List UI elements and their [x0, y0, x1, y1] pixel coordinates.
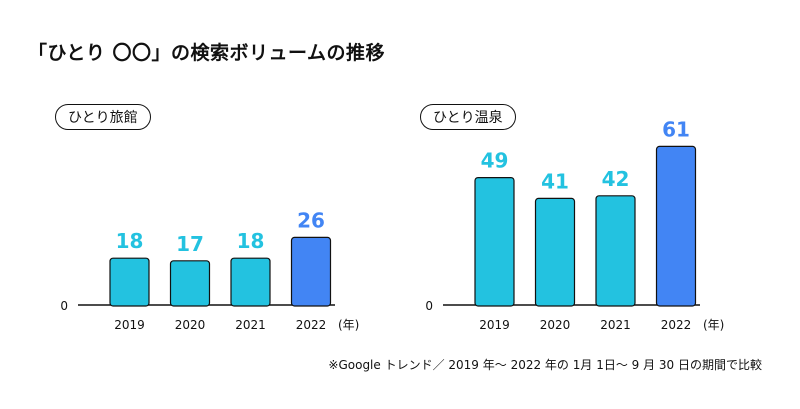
data-label-2020: 17: [176, 232, 204, 256]
footnote: ※Google トレンド／ 2019 年〜 2022 年の 1月 1日〜 9 月…: [328, 358, 762, 372]
bar-2021: [595, 195, 636, 307]
x-unit-label: (年): [338, 318, 359, 332]
x-tick-2019: 2019: [114, 318, 145, 332]
data-label-2022: 26: [297, 208, 325, 232]
x-tick-2021: 2021: [235, 318, 266, 332]
data-label-2022: 61: [662, 117, 690, 141]
data-label-2020: 41: [541, 169, 569, 193]
x-tick-2020: 2020: [175, 318, 206, 332]
bar-2020: [169, 260, 211, 307]
chart-label-hitori-ryokan: ひとり旅館: [55, 104, 151, 130]
x-tick-2022: 2022: [296, 318, 327, 332]
bar-2021: [230, 257, 271, 307]
data-label-2019: 18: [116, 229, 144, 253]
bar-2022: [290, 236, 332, 307]
bar-2020: [534, 197, 576, 307]
bar-2019: [474, 177, 515, 307]
data-label-2021: 42: [602, 167, 630, 191]
bar-2022: [655, 145, 697, 307]
y-zero-label: 0: [60, 299, 68, 313]
data-label-2021: 18: [237, 229, 265, 253]
x-tick-2022: 2022: [661, 318, 692, 332]
bar-2019: [109, 257, 150, 307]
data-label-2019: 49: [481, 149, 509, 173]
page-title: 「ひとり 〇〇」の検索ボリュームの推移: [28, 42, 385, 64]
x-unit-label: (年): [703, 318, 724, 332]
x-tick-2021: 2021: [600, 318, 631, 332]
x-tick-2019: 2019: [479, 318, 510, 332]
x-tick-2020: 2020: [540, 318, 571, 332]
y-zero-label: 0: [425, 299, 433, 313]
chart-label-hitori-onsen: ひとり温泉: [420, 104, 516, 130]
